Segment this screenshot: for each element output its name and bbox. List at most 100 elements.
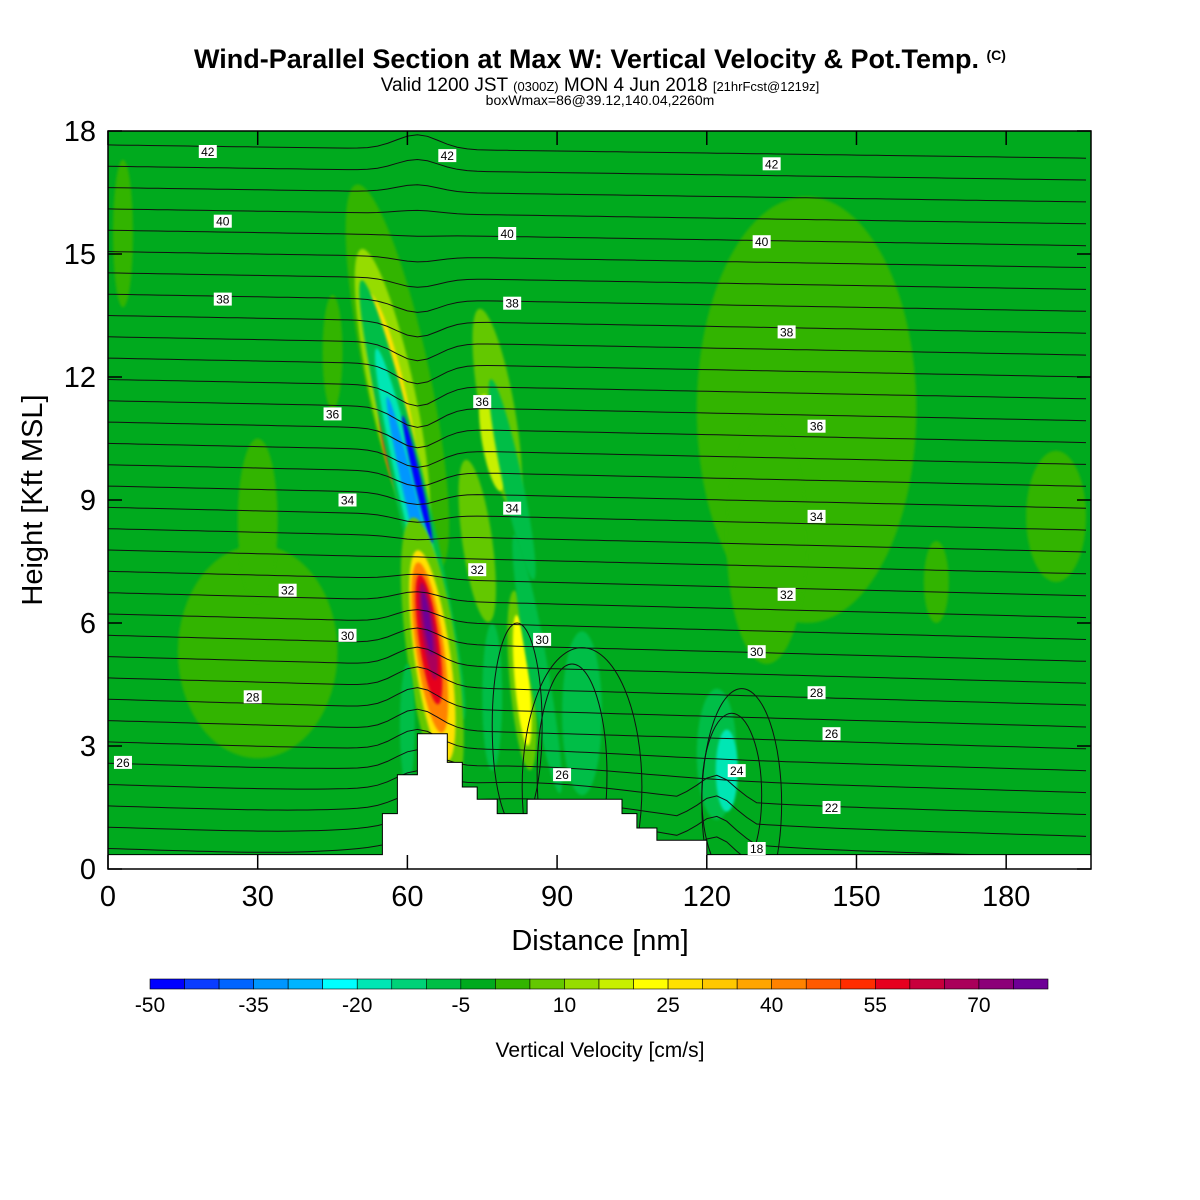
y-axis-label: Height [Kft MSL] [17,394,49,605]
contour-label-bg [438,149,457,163]
contour-label: 34 [505,502,519,516]
contour-label-bg [747,645,766,659]
theta-isoline [108,770,1087,815]
x-tick-label: 60 [391,881,423,913]
colorbar-swatch [840,978,876,990]
colorbar-swatch [426,978,462,990]
y-tick-label: 3 [80,731,96,763]
theta-isoline [108,357,1087,385]
valid-time: Valid 1200 JST [380,75,508,96]
velocity-cell [1026,450,1087,582]
theta-isoline [108,421,1087,449]
contour-label: 36 [476,395,490,409]
colorbar-swatch [667,978,703,990]
velocity-cell [923,541,949,623]
contour-label: 30 [750,645,764,659]
contour-label: 28 [246,690,260,704]
velocity-cell [562,631,602,796]
theta-isoline [701,688,783,869]
colorbar-swatch [944,978,980,990]
y-tick-label: 9 [80,485,96,517]
colorbar-swatch [287,978,323,990]
theta-isoline [108,528,1087,553]
contour-label: 26 [825,727,839,741]
colorbar-tick-label: -35 [238,994,268,1017]
theta-isoline [108,687,1087,728]
title-text: Wind-Parallel Section at Max W: Vertical… [194,44,979,74]
theta-isoline [108,272,1087,290]
contour-label-bg [498,227,517,240]
theta-isoline [108,315,1087,338]
x-tick-label: 90 [541,881,573,913]
velocity-cell [512,615,532,746]
velocity-cell [399,664,415,787]
contour-label-bg [762,157,781,171]
colorbar-swatch [598,978,634,990]
contour-label-bg [777,587,796,601]
theta-isoline [536,663,608,869]
contour-label: 30 [341,629,355,643]
velocity-cell [458,459,496,623]
contour-label: 40 [755,235,769,249]
contour-label: 38 [216,293,230,307]
theta-isoline [108,708,1087,750]
theta-isoline [108,549,1087,575]
forecast-info: [21hrFcst@1219z] [712,79,820,94]
colorbar-swatch [805,978,842,990]
theta-isoline [108,666,1087,706]
colorbar-swatch [633,978,669,990]
contour-label-bg [338,628,357,642]
colorbar-tick-label: 70 [967,994,990,1017]
valid-date: MON 4 Jun 2018 [563,75,708,96]
theta-contour-labels: 42 42 42 40 40 40 38 38 38 36 36 36 34 34 34 32 32 32 30 30… [113,145,841,856]
theta-isoline [108,485,1087,509]
contour-label-bg [503,501,522,515]
valid-utc: (0300Z) [513,79,559,94]
contour-label-bg [553,768,572,782]
colorbar-swatch [564,978,600,990]
theta-isoline [108,442,1087,468]
contour-label: 38 [780,325,794,339]
chart-title: Wind-Parallel Section at Max W: Vertical… [0,44,1200,75]
contour-label-bg [822,727,841,741]
colorbar-swatch [909,978,945,990]
colorbar-swatch [771,978,807,990]
colorbar-tick-label: 40 [760,994,783,1017]
contour-label-bg [468,563,487,577]
contour-label: 26 [555,768,569,782]
contour-label: 42 [765,157,779,171]
contour-label-bg [807,509,826,523]
contour-label-bg [198,145,217,158]
contour-label: 36 [810,420,824,434]
contour-label-bg [473,395,492,409]
contour-label-bg [243,690,262,704]
velocity-cell [726,418,807,664]
velocity-cell [421,590,434,656]
colorbar-swatch [1013,978,1049,990]
colorbar-swatch [322,978,358,990]
box-max-info: boxWmax=86@39.12,140.04,2260m [485,92,715,108]
contour-label: 36 [326,407,340,421]
colorbar-tick-label: -50 [135,994,165,1017]
theta-isoline [108,379,1087,407]
contour-label-bg [323,407,342,421]
velocity-cell [479,394,506,492]
contour-label: 28 [810,686,824,700]
contour-label-bg [807,686,826,700]
theta-isoline [521,647,643,869]
colorbar-tick-label: 10 [553,994,576,1017]
contour-label-bg [747,842,766,855]
contour-label: 32 [780,588,794,602]
contour-label-bg [338,493,357,507]
contour-label-bg [777,325,796,339]
colorbar-tick-label: 55 [864,994,887,1017]
terrain [107,733,1092,870]
colorbar-swatch [184,978,220,990]
velocity-cell [112,159,133,308]
velocity-cell [482,623,503,771]
contour-label: 42 [201,145,215,159]
theta-isoline [108,728,1087,772]
colorbar-swatch [253,978,289,990]
theta-isoline [108,293,1087,313]
